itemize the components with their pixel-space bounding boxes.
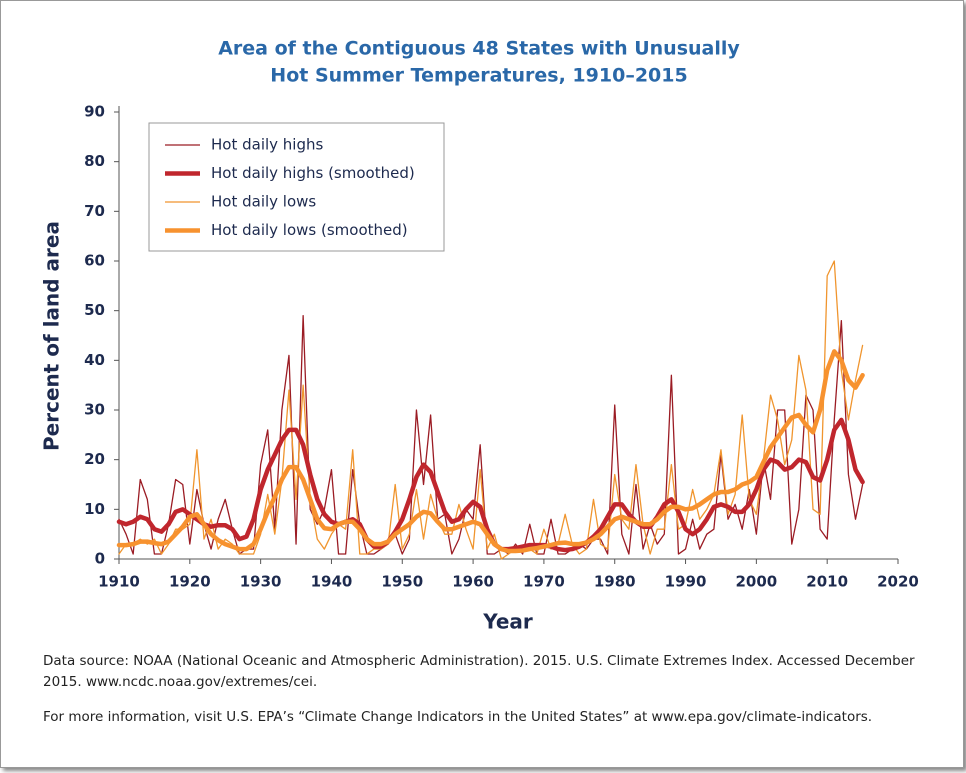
info-note: For more information, visit U.S. EPA’s “… bbox=[43, 709, 873, 725]
y-tick-label: 0 bbox=[95, 550, 105, 568]
chart-title-line: Area of the Contiguous 48 States with Un… bbox=[218, 38, 740, 60]
x-tick-label: 1960 bbox=[452, 573, 494, 591]
source-note: Data source: NOAA (National Oceanic and … bbox=[43, 653, 915, 690]
chart: Area of the Contiguous 48 States with Un… bbox=[40, 38, 919, 634]
x-tick-label: 2000 bbox=[735, 573, 777, 591]
x-tick-label: 2020 bbox=[877, 573, 919, 591]
y-tick-label: 30 bbox=[84, 401, 105, 419]
series-line bbox=[116, 349, 865, 554]
y-tick-label: 60 bbox=[84, 252, 105, 270]
series-line bbox=[118, 260, 864, 560]
y-tick-label: 70 bbox=[84, 202, 105, 220]
x-tick-label: 1940 bbox=[311, 573, 353, 591]
y-axis-label: Percent of land area bbox=[40, 221, 64, 451]
y-tick-label: 90 bbox=[84, 103, 105, 121]
y-tick-label: 50 bbox=[84, 301, 105, 319]
x-tick-label: 1990 bbox=[665, 573, 707, 591]
x-axis-label: Year bbox=[482, 610, 533, 634]
series-line bbox=[118, 314, 864, 555]
x-tick-label: 1980 bbox=[594, 573, 636, 591]
y-tick-label: 40 bbox=[84, 351, 105, 369]
x-tick-label: 2010 bbox=[806, 573, 848, 591]
y-tick-label: 80 bbox=[84, 152, 105, 170]
x-tick-label: 1930 bbox=[240, 573, 282, 591]
legend-label: Hot daily highs (smoothed) bbox=[211, 164, 415, 182]
y-tick-label: 10 bbox=[84, 500, 105, 518]
x-tick-label: 1910 bbox=[98, 573, 140, 591]
y-tick-label: 20 bbox=[84, 450, 105, 468]
legend-label: Hot daily lows (smoothed) bbox=[211, 221, 408, 239]
legend-label: Hot daily highs bbox=[211, 136, 324, 154]
x-tick-label: 1920 bbox=[169, 573, 211, 591]
chart-title-line: Hot Summer Temperatures, 1910–2015 bbox=[270, 65, 687, 87]
x-tick-label: 1950 bbox=[381, 573, 423, 591]
x-tick-label: 1970 bbox=[523, 573, 565, 591]
legend-label: Hot daily lows bbox=[211, 193, 316, 211]
series-line bbox=[116, 417, 865, 553]
